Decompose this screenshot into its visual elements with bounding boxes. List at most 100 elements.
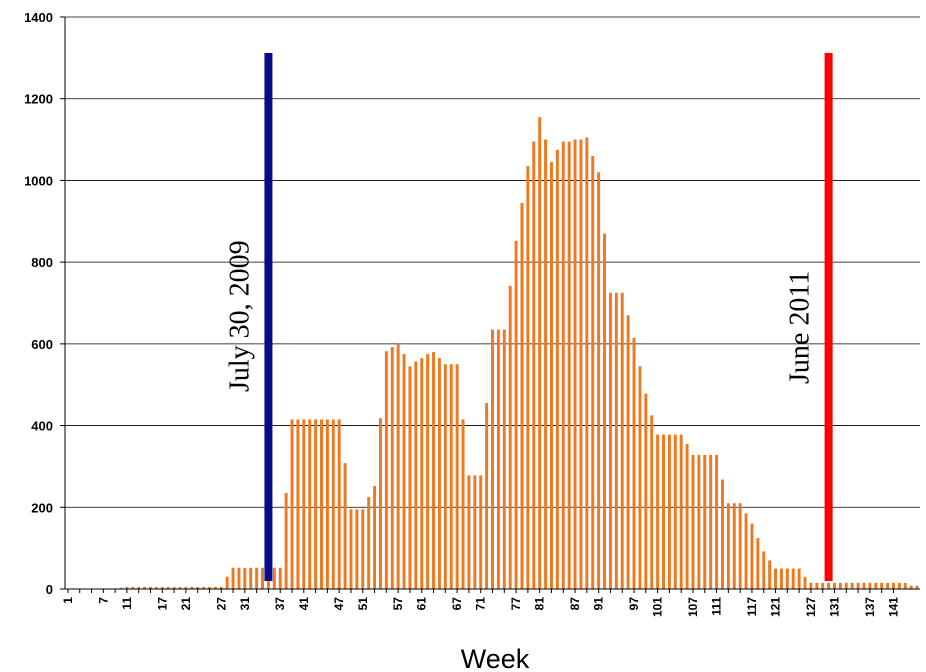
bar-week-72 bbox=[485, 403, 489, 589]
bar-week-82 bbox=[544, 139, 548, 590]
y-tick-label-0: 0 bbox=[46, 582, 53, 597]
bar-week-85 bbox=[561, 141, 565, 589]
bar-series bbox=[119, 117, 919, 590]
bar-week-61 bbox=[420, 358, 424, 589]
bar-week-86 bbox=[567, 141, 571, 589]
x-tick-label-137: 137 bbox=[863, 597, 877, 617]
bar-week-137 bbox=[868, 582, 872, 589]
bar-week-113 bbox=[726, 503, 730, 589]
x-tick-label-81: 81 bbox=[533, 597, 547, 611]
bar-week-37 bbox=[278, 567, 282, 589]
bar-week-24 bbox=[202, 586, 206, 589]
bar-week-52 bbox=[367, 497, 371, 589]
marker-annotation-0: July 30, 2009 bbox=[224, 240, 255, 392]
bar-week-39 bbox=[290, 419, 294, 589]
bar-week-125 bbox=[797, 568, 801, 589]
bar-week-27 bbox=[219, 586, 223, 589]
bar-week-111 bbox=[715, 454, 719, 589]
bar-week-115 bbox=[738, 503, 742, 589]
bar-week-16 bbox=[154, 586, 158, 589]
bar-week-36 bbox=[272, 567, 276, 589]
bar-week-139 bbox=[880, 582, 884, 589]
bar-week-58 bbox=[402, 354, 406, 589]
x-tick-label-107: 107 bbox=[686, 597, 700, 617]
bar-week-100 bbox=[650, 415, 654, 589]
bar-week-116 bbox=[744, 513, 748, 589]
bar-week-15 bbox=[149, 586, 152, 589]
x-tick-label-57: 57 bbox=[391, 597, 405, 611]
bar-week-114 bbox=[732, 503, 736, 589]
bar-week-124 bbox=[791, 568, 795, 589]
bar-week-20 bbox=[178, 586, 182, 589]
x-tick-label-127: 127 bbox=[804, 597, 818, 617]
x-tick-label-11: 11 bbox=[120, 597, 134, 610]
bar-week-13 bbox=[137, 586, 141, 589]
x-tick-label-7: 7 bbox=[96, 597, 110, 604]
bar-week-80 bbox=[532, 141, 536, 589]
bar-week-136 bbox=[862, 582, 866, 589]
bar-week-117 bbox=[750, 523, 754, 589]
x-tick-label-111: 111 bbox=[710, 597, 724, 616]
bar-week-91 bbox=[597, 172, 601, 589]
x-tick-label-141: 141 bbox=[886, 597, 900, 617]
bar-week-129 bbox=[821, 582, 825, 589]
bar-week-50 bbox=[355, 509, 359, 589]
x-tick-label-87: 87 bbox=[568, 597, 582, 611]
x-tick-label-117: 117 bbox=[745, 597, 759, 617]
bar-week-60 bbox=[414, 361, 418, 589]
bar-week-31 bbox=[243, 567, 247, 589]
bar-week-96 bbox=[626, 315, 630, 589]
bar-week-59 bbox=[408, 366, 412, 589]
bar-week-104 bbox=[673, 434, 677, 589]
bar-week-17 bbox=[160, 586, 164, 589]
marker-line-1 bbox=[824, 52, 833, 581]
bar-week-62 bbox=[426, 354, 430, 589]
bar-week-103 bbox=[667, 434, 671, 589]
bar-week-54 bbox=[378, 418, 382, 589]
bar-week-77 bbox=[514, 240, 518, 589]
bar-week-38 bbox=[284, 492, 288, 589]
bar-week-109 bbox=[703, 454, 707, 589]
bar-week-49 bbox=[349, 509, 353, 589]
x-tick-label-1: 1 bbox=[61, 597, 75, 604]
bar-week-57 bbox=[396, 343, 400, 589]
bar-week-undefined bbox=[897, 582, 901, 589]
bar-week-101 bbox=[656, 434, 660, 589]
bar-week-46 bbox=[331, 419, 335, 589]
bar-week-42 bbox=[308, 419, 312, 589]
bar-week-45 bbox=[325, 419, 329, 589]
bar-week-56 bbox=[390, 347, 394, 589]
bar-week-84 bbox=[555, 149, 559, 590]
bar-week-30 bbox=[237, 567, 241, 589]
bar-week-28 bbox=[225, 576, 229, 589]
bar-week-141 bbox=[891, 582, 895, 589]
bar-week-21 bbox=[184, 586, 188, 589]
bar-week-127 bbox=[809, 582, 813, 589]
bar-week-19 bbox=[172, 586, 176, 589]
event-markers: July 30, 2009 June 2011 bbox=[224, 52, 833, 581]
bar-week-33 bbox=[255, 567, 259, 589]
x-tick-label-131: 131 bbox=[828, 597, 842, 617]
marker-annotation-1: June 2011 bbox=[785, 271, 816, 384]
bar-week-110 bbox=[709, 454, 713, 589]
x-tick-label-47: 47 bbox=[332, 597, 346, 611]
bar-week-87 bbox=[573, 139, 577, 590]
bar-week-44 bbox=[320, 419, 323, 589]
bar-week-105 bbox=[679, 434, 683, 589]
bar-week-73 bbox=[491, 329, 494, 589]
bar-week-18 bbox=[166, 586, 170, 589]
bar-week-112 bbox=[720, 479, 724, 589]
bar-week-126 bbox=[803, 576, 807, 589]
bar-week-89 bbox=[585, 137, 589, 589]
bar-week-120 bbox=[768, 560, 772, 589]
bar-week-48 bbox=[343, 463, 347, 589]
bar-week-64 bbox=[437, 358, 441, 589]
bar-week-90 bbox=[591, 155, 595, 589]
bar-week-51 bbox=[361, 509, 365, 589]
bar-week-123 bbox=[785, 568, 789, 589]
bar-week-94 bbox=[614, 292, 618, 589]
bar-week-undefined bbox=[909, 585, 913, 589]
bar-week-140 bbox=[886, 582, 890, 589]
marker-line-0 bbox=[264, 52, 273, 581]
